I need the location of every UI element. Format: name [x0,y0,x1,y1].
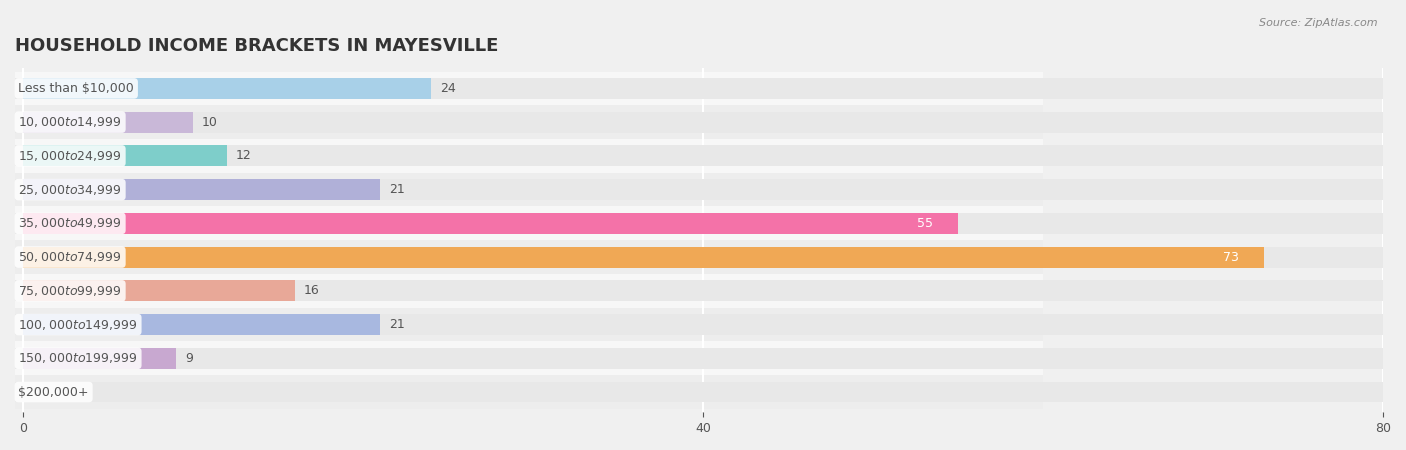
Text: $10,000 to $14,999: $10,000 to $14,999 [18,115,122,129]
Text: $25,000 to $34,999: $25,000 to $34,999 [18,183,122,197]
Text: 12: 12 [236,149,252,162]
Text: $50,000 to $74,999: $50,000 to $74,999 [18,250,122,264]
Bar [15,112,1406,133]
Bar [24,348,176,369]
Bar [0,207,1043,240]
Bar [15,213,1406,234]
Text: 9: 9 [186,352,193,365]
Bar [15,314,1406,335]
Bar [15,348,1406,369]
Bar [24,179,381,200]
Text: $100,000 to $149,999: $100,000 to $149,999 [18,318,138,332]
Text: 0: 0 [32,386,39,399]
Text: $150,000 to $199,999: $150,000 to $199,999 [18,351,138,365]
Bar [24,247,1264,268]
Bar [24,314,381,335]
Bar [0,375,1043,409]
Bar [24,145,228,166]
Bar [0,72,1043,105]
Text: Less than $10,000: Less than $10,000 [18,82,134,95]
Bar [15,382,1406,402]
Bar [0,308,1043,342]
Text: 55: 55 [917,217,932,230]
Text: 16: 16 [304,284,319,297]
Bar [0,173,1043,207]
Bar [0,240,1043,274]
Bar [0,342,1043,375]
Text: $75,000 to $99,999: $75,000 to $99,999 [18,284,122,298]
Bar [15,145,1406,166]
Text: $15,000 to $24,999: $15,000 to $24,999 [18,149,122,163]
Text: $200,000+: $200,000+ [18,386,89,399]
Text: $35,000 to $49,999: $35,000 to $49,999 [18,216,122,230]
Bar [15,78,1406,99]
Bar [15,179,1406,200]
Text: HOUSEHOLD INCOME BRACKETS IN MAYESVILLE: HOUSEHOLD INCOME BRACKETS IN MAYESVILLE [15,37,498,55]
Text: 21: 21 [389,318,405,331]
Bar [24,213,957,234]
Bar [24,78,432,99]
Text: Source: ZipAtlas.com: Source: ZipAtlas.com [1260,18,1378,28]
Bar [0,274,1043,308]
Bar [15,280,1406,302]
Text: 24: 24 [440,82,456,95]
Bar [0,105,1043,139]
Bar [24,112,194,133]
Text: 21: 21 [389,183,405,196]
Bar [0,139,1043,173]
Text: 10: 10 [202,116,218,129]
Text: 73: 73 [1223,251,1239,264]
Bar [24,280,295,302]
Bar [15,247,1406,268]
